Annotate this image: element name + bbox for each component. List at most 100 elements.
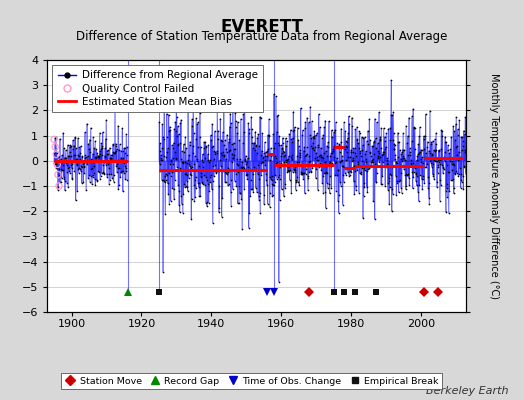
Point: [381, 144, 390, 150]
Point: [112, 162, 121, 169]
Point: [232, 182, 241, 189]
Point: [353, 124, 361, 130]
Point: [220, 153, 228, 160]
Point: [432, 157, 441, 164]
Point: [205, 159, 213, 166]
Point: [64, 153, 73, 159]
Point: [275, 278, 283, 285]
Point: [380, 148, 388, 155]
Point: [398, 146, 407, 153]
Point: [96, 172, 105, 179]
Point: [423, 161, 431, 167]
Point: [362, 158, 370, 165]
Point: [461, 131, 469, 137]
Point: [453, 170, 461, 176]
Point: [94, 168, 103, 174]
Point: [197, 172, 205, 179]
Point: [410, 146, 419, 152]
Point: [395, 139, 403, 145]
Point: [312, 166, 321, 172]
Point: [203, 203, 211, 210]
Point: [222, 179, 230, 186]
Point: [103, 170, 111, 177]
Point: [328, 150, 336, 157]
Point: [115, 141, 124, 148]
Point: [225, 138, 233, 145]
Point: [108, 149, 117, 156]
Point: [315, 164, 323, 170]
Point: [116, 168, 125, 175]
Point: [374, 153, 382, 160]
Point: [257, 160, 265, 166]
Point: [195, 180, 203, 186]
Point: [111, 99, 119, 106]
Point: [460, 164, 468, 170]
Point: [254, 175, 263, 182]
Point: [158, 121, 167, 128]
Point: [426, 158, 434, 164]
Point: [437, 127, 445, 133]
Point: [392, 173, 400, 179]
Point: [369, 139, 378, 146]
Point: [298, 171, 306, 177]
Point: [263, 153, 271, 159]
Point: [393, 178, 401, 184]
Point: [372, 178, 380, 185]
Point: [58, 167, 67, 173]
Point: [431, 148, 440, 154]
Point: [105, 164, 114, 171]
Point: [322, 180, 331, 186]
Point: [451, 121, 460, 127]
Point: [388, 208, 396, 214]
Point: [210, 148, 218, 155]
Point: [265, 133, 273, 139]
Point: [256, 190, 264, 196]
Point: [282, 143, 290, 150]
Point: [348, 157, 357, 163]
Point: [201, 139, 210, 145]
Point: [443, 181, 451, 188]
Point: [243, 176, 252, 182]
Point: [405, 182, 413, 188]
Point: [176, 164, 184, 171]
Point: [115, 182, 123, 188]
Point: [202, 174, 210, 181]
Point: [68, 160, 76, 167]
Point: [237, 164, 246, 170]
Point: [242, 172, 250, 178]
Point: [339, 163, 347, 169]
Point: [303, 161, 312, 168]
Point: [376, 136, 384, 143]
Point: [195, 192, 204, 199]
Point: [320, 170, 328, 176]
Point: [283, 138, 291, 144]
Point: [177, 192, 185, 199]
Point: [330, 129, 338, 136]
Point: [450, 190, 458, 196]
Point: [194, 162, 203, 169]
Point: [164, 191, 172, 197]
Point: [110, 150, 118, 156]
Point: [343, 135, 352, 142]
Point: [260, 192, 268, 198]
Point: [441, 149, 449, 155]
Point: [177, 156, 185, 162]
Legend: Station Move, Record Gap, Time of Obs. Change, Empirical Break: Station Move, Record Gap, Time of Obs. C…: [61, 373, 442, 389]
Point: [207, 136, 215, 143]
Point: [409, 159, 417, 166]
Point: [358, 165, 367, 172]
Point: [456, 185, 465, 191]
Point: [414, 198, 423, 204]
Point: [325, 118, 333, 124]
Point: [277, 142, 285, 148]
Point: [167, 198, 175, 204]
Point: [318, 154, 326, 160]
Point: [460, 163, 468, 169]
Point: [402, 172, 411, 178]
Point: [253, 134, 261, 141]
Point: [168, 169, 176, 175]
Point: [120, 159, 128, 166]
Point: [193, 179, 202, 186]
Point: [314, 142, 322, 148]
Point: [112, 143, 120, 150]
